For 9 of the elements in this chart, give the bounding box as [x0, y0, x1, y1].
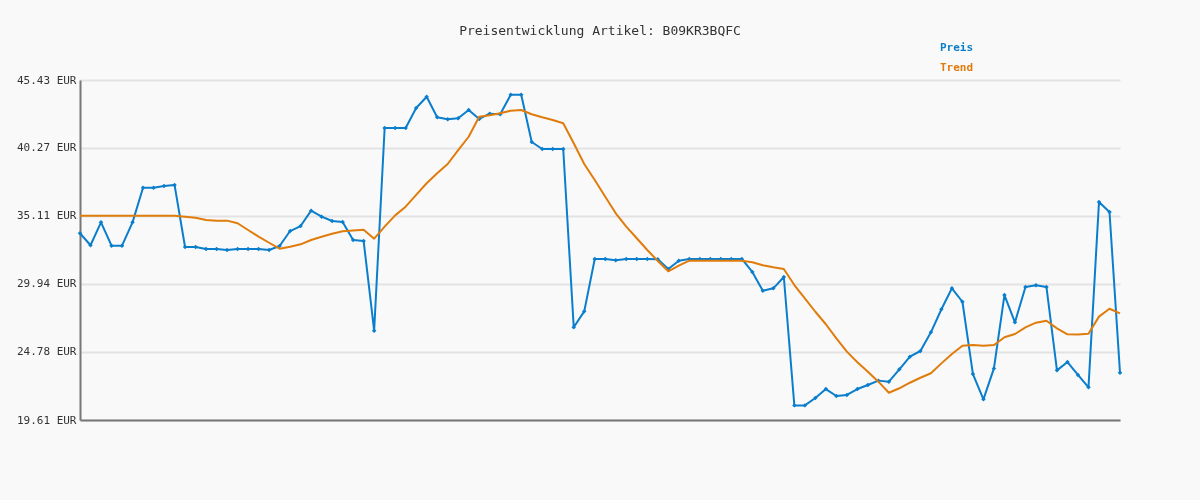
chart-title: Preisentwicklung Artikel: B09KR3BQFC — [459, 23, 741, 38]
y-tick-label: 29.94 EUR — [16, 277, 77, 291]
y-tick-label: 35.11 EUR — [16, 209, 77, 223]
y-tick-label: 19.61 EUR — [16, 413, 77, 427]
y-tick-label: 24.78 EUR — [16, 345, 77, 359]
text: Trend — [940, 61, 974, 74]
y-tick-label: 40.27 EUR — [16, 141, 77, 155]
y-tick-label: 45.43 EUR — [16, 73, 77, 87]
text: Preis — [940, 41, 974, 54]
